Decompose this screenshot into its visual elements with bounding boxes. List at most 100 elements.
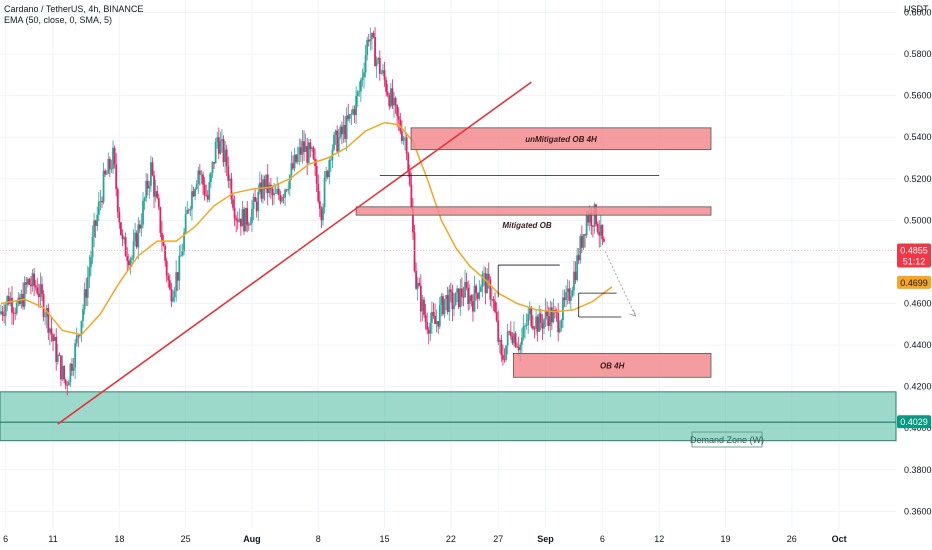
candle-body	[9, 297, 12, 304]
x-tick-label: 11	[48, 534, 57, 544]
candle-body	[329, 159, 332, 161]
x-tick-label: Sep	[537, 534, 554, 544]
candle-body	[258, 182, 261, 192]
candle-body	[197, 170, 200, 184]
candle-body	[184, 213, 187, 233]
candle-body	[573, 271, 575, 291]
candle-body	[342, 125, 345, 135]
candle-body	[120, 222, 122, 235]
candle-body	[432, 312, 435, 316]
candle-body	[135, 232, 138, 248]
candle-body	[52, 334, 54, 341]
candle-body	[519, 344, 522, 351]
y-tick-label: 0.5400	[904, 132, 932, 142]
candle-body	[247, 224, 250, 226]
candle-body	[30, 284, 32, 287]
candle-body	[254, 197, 256, 202]
x-tick-label: 15	[380, 534, 390, 544]
candle-body	[77, 335, 80, 337]
candle-body	[317, 183, 320, 202]
candle-body	[241, 209, 244, 227]
candle-body	[434, 315, 436, 325]
candle-body	[31, 273, 34, 287]
candle-body	[262, 179, 264, 199]
candle-body	[544, 310, 547, 320]
candle-body	[53, 336, 56, 341]
candle-body	[235, 218, 238, 221]
candle-body	[205, 195, 208, 197]
candle-body	[383, 70, 386, 80]
y-tick-label: 0.4200	[904, 382, 932, 392]
candle-body	[530, 307, 533, 327]
candle-body	[63, 365, 65, 380]
candle-body	[322, 207, 324, 221]
candle-body	[186, 209, 189, 214]
candle-body	[328, 160, 331, 178]
candle-body	[494, 301, 496, 312]
candle-body	[290, 163, 293, 176]
candle-body	[20, 293, 23, 305]
candle-body	[426, 321, 429, 330]
candle-body	[438, 305, 441, 327]
candle-body	[532, 326, 534, 329]
candle-body	[407, 153, 410, 172]
candle-body	[301, 141, 304, 155]
candle-body	[525, 325, 528, 326]
candle-body	[560, 320, 563, 329]
candle-body	[435, 321, 438, 325]
candle-body	[276, 188, 279, 194]
candle-body	[527, 314, 530, 326]
candle-body	[107, 158, 110, 174]
candle-body	[127, 260, 130, 266]
candle-body	[389, 88, 392, 107]
candle-body	[535, 316, 537, 329]
candle-body	[453, 305, 455, 309]
candle-body	[430, 312, 433, 323]
currency-label: USDT	[904, 4, 929, 14]
candle-body	[25, 282, 28, 285]
candle-body	[284, 189, 286, 198]
candle-body	[123, 237, 125, 240]
candle-body	[315, 166, 318, 184]
candle-body	[402, 138, 405, 141]
candle-body	[378, 58, 381, 74]
candle-body	[11, 297, 13, 313]
candle-body	[94, 220, 97, 226]
candle-body	[266, 174, 269, 194]
candle-body	[110, 168, 113, 170]
candle-body	[154, 191, 157, 197]
candle-body	[598, 231, 601, 236]
candle-body	[446, 295, 449, 313]
candle-body	[116, 189, 119, 212]
y-tick-label: 0.3800	[904, 465, 932, 475]
ema-last-tag	[897, 275, 931, 289]
candle-body	[385, 79, 388, 92]
candle-body	[187, 209, 190, 211]
x-tick-label: 18	[114, 534, 124, 544]
candle-body	[388, 95, 391, 107]
candle-body	[118, 211, 121, 223]
candle-body	[178, 255, 181, 281]
candle-body	[175, 272, 178, 291]
candle-body	[356, 91, 359, 96]
candle-body	[47, 307, 50, 333]
candle-body	[93, 220, 95, 237]
candle-body	[208, 182, 211, 200]
candle-body	[558, 328, 561, 333]
x-tick-label: 12	[654, 534, 664, 544]
candle-body	[520, 337, 523, 345]
candle-body	[173, 290, 176, 298]
candle-body	[167, 275, 170, 281]
candle-body	[543, 319, 545, 329]
y-tick-label: 0.3600	[904, 506, 932, 516]
candle-body	[412, 208, 414, 233]
candle-body	[345, 115, 348, 139]
candle-body	[312, 147, 315, 159]
candle-body	[506, 331, 509, 346]
candle-body	[194, 189, 197, 197]
candle-body	[514, 333, 517, 347]
candle-body	[309, 142, 312, 150]
candle-body	[579, 236, 582, 261]
candle-body	[88, 267, 91, 278]
